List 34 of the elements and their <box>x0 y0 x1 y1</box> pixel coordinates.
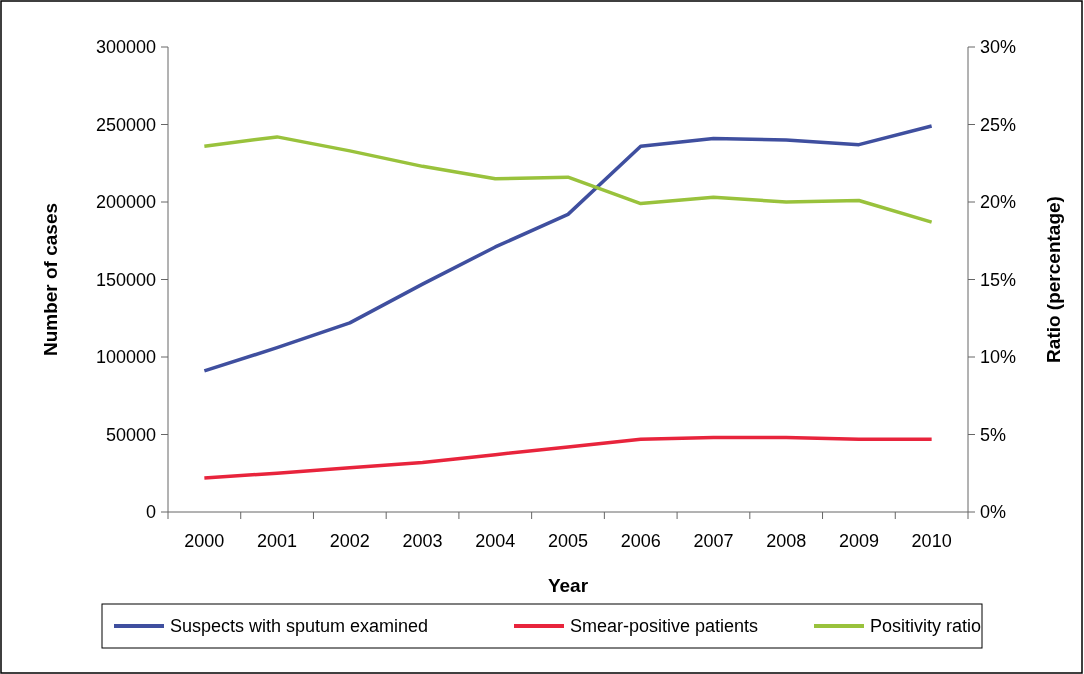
x-axis-title: Year <box>547 575 589 596</box>
line-series <box>202 135 934 224</box>
y-tick-label: 50000 <box>105 424 156 445</box>
x-tick-label: 2000 <box>184 531 225 551</box>
y2-tick-label: 30% <box>980 37 1017 58</box>
x-tick-label: 2004 <box>475 531 516 551</box>
y2-tick-label: 5% <box>980 424 1007 445</box>
y-axis-title: Number of cases <box>40 202 61 357</box>
x-tick-label: 2006 <box>620 531 661 551</box>
y-tick-label: 200000 <box>95 192 156 213</box>
y2-tick-label: 0% <box>980 502 1007 523</box>
y-tick-label: 250000 <box>95 114 156 135</box>
x-tick-label: 2003 <box>402 531 443 551</box>
x-tick-label: 2008 <box>766 531 807 551</box>
legend-label: Positivity ratio <box>870 616 982 637</box>
x-tick-label: 2005 <box>547 531 589 551</box>
line-series <box>202 124 934 373</box>
y-tick-label: 300000 <box>95 37 156 58</box>
x-tick-label: 2002 <box>329 531 370 551</box>
line-series <box>202 435 934 480</box>
x-tick-label: 2009 <box>838 531 879 551</box>
legend-label: Smear-positive patients <box>570 616 759 637</box>
y2-tick-label: 25% <box>980 114 1017 135</box>
y-tick-label: 100000 <box>95 347 156 368</box>
x-tick-label: 2007 <box>693 531 734 551</box>
y2-tick-label: 15% <box>980 269 1017 290</box>
y-tick-label: 150000 <box>95 269 156 290</box>
x-tick-label: 2001 <box>257 531 298 551</box>
x-tick-label: 2010 <box>911 531 952 551</box>
legend-label: Suspects with sputum examined <box>170 616 429 637</box>
y-tick-label: 0 <box>145 502 156 523</box>
y2-axis-title: Ratio (percentage) <box>1043 196 1064 363</box>
y2-tick-label: 10% <box>980 347 1017 368</box>
y2-tick-label: 20% <box>980 192 1017 213</box>
